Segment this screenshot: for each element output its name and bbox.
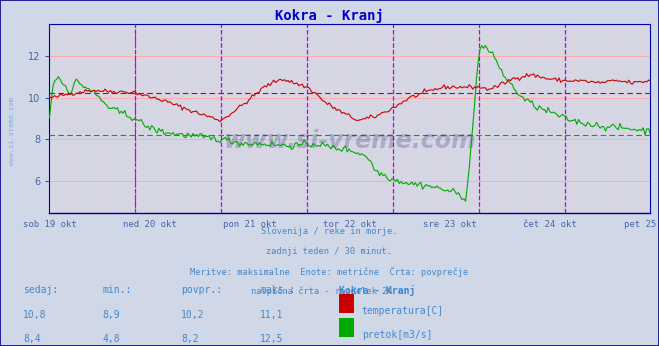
Text: min.:: min.: (102, 285, 132, 295)
Text: Kokra - Kranj: Kokra - Kranj (275, 9, 384, 23)
Text: sre 23 okt: sre 23 okt (423, 220, 477, 229)
Text: 11,1: 11,1 (260, 310, 284, 320)
Text: 12,5: 12,5 (260, 334, 284, 344)
Text: pon 21 okt: pon 21 okt (223, 220, 277, 229)
Text: www.si-vreme.com: www.si-vreme.com (223, 129, 476, 153)
Text: sob 19 okt: sob 19 okt (22, 220, 76, 229)
Text: 10,2: 10,2 (181, 310, 205, 320)
Text: Meritve: maksimalne  Enote: metrične  Črta: povprečje: Meritve: maksimalne Enote: metrične Črta… (190, 267, 469, 277)
Text: povpr.:: povpr.: (181, 285, 222, 295)
Text: ned 20 okt: ned 20 okt (123, 220, 177, 229)
Text: čet 24 okt: čet 24 okt (523, 220, 577, 229)
Text: sedaj:: sedaj: (23, 285, 58, 295)
Text: Slovenija / reke in morje.: Slovenija / reke in morje. (261, 227, 398, 236)
Text: 4,8: 4,8 (102, 334, 120, 344)
Text: pretok[m3/s]: pretok[m3/s] (362, 330, 432, 340)
Text: navpična črta - razdelek 24 ur: navpična črta - razdelek 24 ur (251, 287, 408, 296)
Text: Kokra - Kranj: Kokra - Kranj (339, 285, 416, 297)
Text: temperatura[C]: temperatura[C] (362, 306, 444, 316)
Text: pet 25 okt: pet 25 okt (623, 220, 659, 229)
Text: 8,2: 8,2 (181, 334, 199, 344)
Text: www.si-vreme.com: www.si-vreme.com (9, 98, 14, 165)
Text: 8,4: 8,4 (23, 334, 41, 344)
Text: tor 22 okt: tor 22 okt (323, 220, 377, 229)
Text: 8,9: 8,9 (102, 310, 120, 320)
Text: zadnji teden / 30 minut.: zadnji teden / 30 minut. (266, 247, 393, 256)
Text: 10,8: 10,8 (23, 310, 47, 320)
Text: maks.:: maks.: (260, 285, 295, 295)
